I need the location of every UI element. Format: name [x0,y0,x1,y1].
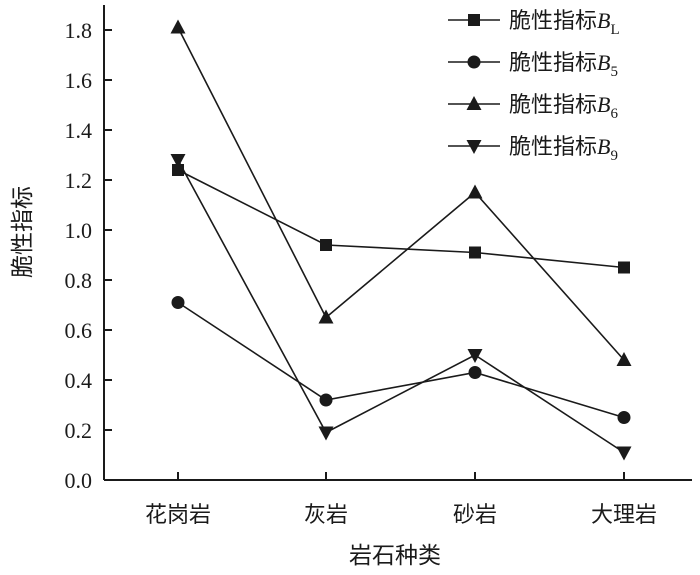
data-point [318,309,334,324]
axes: 0.0 0.2 0.4 0.6 0.8 1.0 1.2 1.4 1.6 1.8 花岗岩 灰岩 砂岩 大理岩 [65,5,692,528]
data-point [170,154,186,168]
series-line [177,169,625,269]
y-tick-label: 1.6 [65,68,93,93]
legend-marker [468,14,480,26]
legend-item: 脆性指标B5 [448,50,618,80]
y-tick-label: 0.0 [65,468,93,493]
data-point [319,393,333,407]
series-line [177,27,625,361]
legend-label: 脆性指标BL [509,8,620,38]
y-tick-label: 0.2 [65,418,93,443]
legend-item: 脆性指标B6 [448,92,618,122]
data-point [616,352,632,366]
series-line [177,159,625,454]
series-6 [170,19,632,366]
series-line [177,301,625,419]
legend: 脆性指标BL 脆性指标B5 脆性指标B6 脆性指标B9 [448,8,620,164]
legend-marker [467,55,481,69]
data-point [616,446,632,461]
x-tick-label: 砂岩 [453,503,497,528]
data-point [618,261,630,274]
data-point [318,426,334,441]
y-tick-label: 0.8 [65,268,93,293]
legend-label: 脆性指标B9 [509,134,618,164]
x-tick-label: 灰岩 [304,503,348,528]
data-point [320,239,332,251]
y-tick-label: 1.2 [65,168,93,193]
legend-label: 脆性指标B5 [509,50,618,80]
x-axis-title: 岩石种类 [349,543,441,569]
series-L [172,164,630,274]
data-point [469,246,481,259]
legend-marker [466,140,482,154]
x-tick-label: 花岗岩 [145,503,211,528]
series-9 [170,154,632,461]
y-tick-label: 0.4 [65,368,93,393]
y-tick-label: 1.4 [65,118,93,143]
y-axis-title: 脆性指标 [10,186,36,278]
x-tick-label: 大理岩 [591,503,657,528]
series-group [170,19,632,461]
legend-item: 脆性指标BL [448,8,620,38]
data-point [467,349,483,363]
data-point [467,184,483,199]
data-point [170,19,186,34]
y-tick-label: 1.8 [65,18,93,43]
data-point [468,366,482,379]
series-5 [171,296,631,424]
legend-label: 脆性指标B6 [509,92,618,122]
y-tick-label: 1.0 [65,218,93,243]
data-point [617,411,631,424]
data-point [171,296,185,309]
legend-marker [466,96,482,110]
y-tick-label: 0.6 [65,318,93,343]
legend-item: 脆性指标B9 [448,134,618,164]
